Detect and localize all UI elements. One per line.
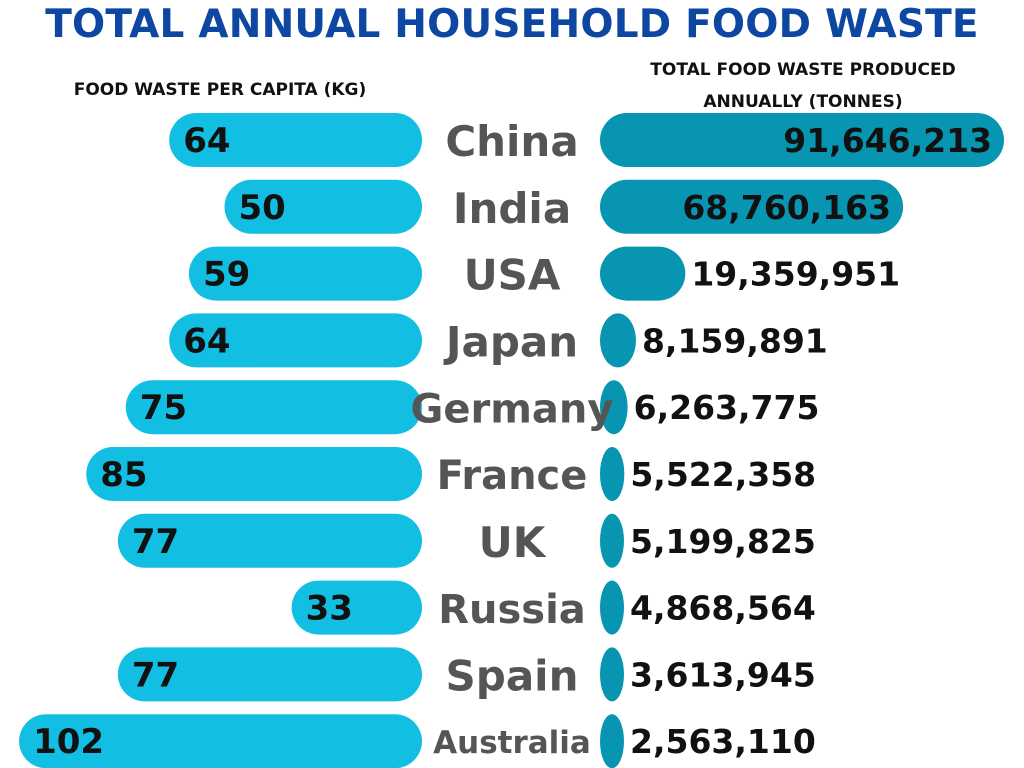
total-waste-bars: 91,646,213 68,760,163 19,359,951 8,159,891 6… bbox=[600, 113, 1004, 768]
country-label-spain: Spain bbox=[446, 651, 579, 700]
total-waste-bar-usa bbox=[600, 246, 686, 301]
total-waste-label-australia: 2,563,110 bbox=[630, 722, 816, 761]
per-capita-label-india: 50 bbox=[239, 188, 286, 228]
total-waste-label-india: 68,760,163 bbox=[682, 188, 891, 227]
per-capita-bar-france bbox=[86, 447, 422, 501]
per-capita-label-australia: 102 bbox=[33, 722, 104, 762]
total-waste-bar-japan bbox=[600, 313, 636, 368]
per-capita-label-spain: 77 bbox=[132, 655, 179, 695]
per-capita-label-russia: 33 bbox=[306, 589, 353, 629]
total-waste-axis-title: TOTAL FOOD WASTE PRODUCED ANNUALLY (TONN… bbox=[650, 60, 956, 112]
total-waste-bar-spain bbox=[600, 647, 624, 702]
per-capita-label-usa: 59 bbox=[203, 255, 250, 295]
country-label-china: China bbox=[445, 117, 578, 166]
country-label-usa: USA bbox=[464, 251, 561, 300]
country-label-russia: Russia bbox=[438, 587, 586, 633]
total-waste-bar-france bbox=[600, 447, 625, 501]
country-label-australia: Australia bbox=[433, 725, 591, 761]
total-waste-bar-india bbox=[600, 179, 904, 234]
total-waste-bar-russia bbox=[600, 580, 624, 635]
total-waste-bar-australia bbox=[600, 714, 624, 768]
per-capita-bar-uk bbox=[117, 513, 422, 568]
per-capita-bar-russia bbox=[291, 580, 422, 635]
country-label-india: India bbox=[453, 184, 571, 233]
total-waste-label-usa: 19,359,951 bbox=[691, 255, 900, 294]
country-label-germany: Germany bbox=[411, 386, 614, 432]
total-waste-bar-germany bbox=[600, 380, 628, 435]
country-label-japan: Japan bbox=[443, 317, 578, 366]
total-waste-label-uk: 5,199,825 bbox=[630, 522, 816, 561]
per-capita-bar-india bbox=[224, 179, 422, 234]
total-waste-label-germany: 6,263,775 bbox=[634, 388, 820, 427]
per-capita-bar-spain bbox=[117, 647, 422, 702]
per-capita-bar-china bbox=[169, 113, 422, 167]
per-capita-label-france: 85 bbox=[100, 455, 147, 495]
per-capita-bar-japan bbox=[169, 313, 422, 368]
per-capita-label-germany: 75 bbox=[140, 388, 187, 428]
chart-title: TOTAL ANNUAL HOUSEHOLD FOOD WASTE bbox=[45, 2, 979, 47]
total-waste-label-china: 91,646,213 bbox=[783, 121, 992, 160]
total-waste-bar-uk bbox=[600, 513, 624, 568]
country-labels: China India USA Japan Germany France UK Russia S… bbox=[411, 117, 614, 761]
per-capita-bar-usa bbox=[188, 246, 422, 301]
per-capita-bar-germany bbox=[125, 380, 422, 435]
total-waste-bar-china bbox=[600, 113, 1004, 167]
total-waste-label-japan: 8,159,891 bbox=[642, 321, 828, 360]
total-waste-label-france: 5,522,358 bbox=[630, 455, 816, 494]
per-capita-axis-title: FOOD WASTE PER CAPITA (KG) bbox=[73, 80, 367, 100]
per-capita-label-china: 64 bbox=[183, 121, 230, 161]
country-label-uk: UK bbox=[479, 518, 547, 567]
total-waste-label-russia: 4,868,564 bbox=[630, 589, 816, 628]
per-capita-label-japan: 64 bbox=[183, 321, 230, 361]
per-capita-label-uk: 77 bbox=[132, 522, 179, 562]
per-capita-bar-australia bbox=[19, 714, 422, 768]
country-label-france: France bbox=[437, 453, 588, 499]
total-waste-label-spain: 3,613,945 bbox=[630, 655, 816, 694]
